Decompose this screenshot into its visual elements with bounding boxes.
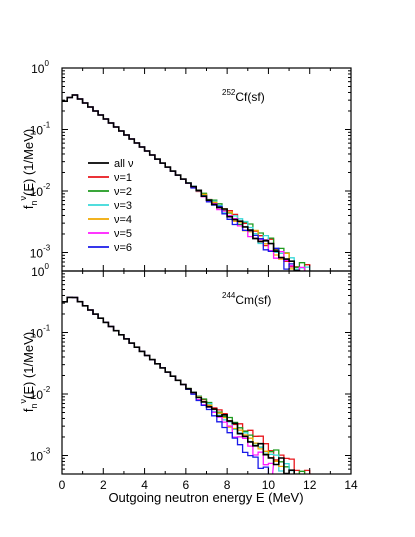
ylabel-top-main: f xyxy=(21,205,36,209)
xtick-label: 10 xyxy=(262,478,276,492)
ytick-label-base: 10 xyxy=(30,326,44,340)
ylabel-bottom-sup: ν xyxy=(18,399,28,404)
legend-label: ν=2 xyxy=(114,186,132,198)
series-line xyxy=(62,296,275,474)
ylabel-top-sub: n xyxy=(29,201,39,206)
annotation-top-base: Cf(sf) xyxy=(235,90,264,104)
xticks-top xyxy=(61,68,352,271)
xtick-label: 4 xyxy=(141,478,148,492)
legend-label: ν=5 xyxy=(114,228,132,240)
xtick-label: 14 xyxy=(344,478,358,492)
xtick-label: 8 xyxy=(224,478,231,492)
ytick-label-exp: 0 xyxy=(44,262,49,271)
series-line xyxy=(62,94,339,271)
legend-label: ν=4 xyxy=(114,214,132,226)
ytick-label-exp: -2 xyxy=(43,385,51,394)
ytick-label-exp: -3 xyxy=(43,446,51,455)
xtick-label: 6 xyxy=(183,478,190,492)
ylabel-top-rest: (E) (1/MeV) xyxy=(21,129,36,196)
legend-label: all ν xyxy=(114,158,134,170)
ytick-label-base: 10 xyxy=(31,62,45,76)
annotation-bottom-base: Cm(sf) xyxy=(235,293,271,307)
ytick-label: 10-2 xyxy=(30,182,51,199)
legend-label: ν=3 xyxy=(114,200,132,212)
legend-label: ν=6 xyxy=(114,242,132,254)
ylabel-bottom-sub: n xyxy=(29,404,39,409)
series-line xyxy=(62,296,290,474)
annotation-bottom-sup: 244 xyxy=(222,291,236,300)
svg-text:fnν(E) (1/MeV): fnν(E) (1/MeV) xyxy=(18,332,39,412)
annotation-bottom: 244Cm(sf) xyxy=(222,291,271,307)
ytick-label-exp: 0 xyxy=(44,59,49,68)
ytick-label-base: 10 xyxy=(30,123,44,137)
ylabel-top: fnν(E) (1/MeV) xyxy=(18,129,39,209)
ytick-label-base: 10 xyxy=(31,265,45,279)
ytick-label-base: 10 xyxy=(30,185,44,199)
xtick-label: 2 xyxy=(100,478,107,492)
x-axis-label: Outgoing neutron energy E (MeV) xyxy=(108,490,303,505)
xtick-label: 12 xyxy=(303,478,317,492)
series-line xyxy=(62,296,332,474)
yticks-top xyxy=(62,67,351,272)
ytick-label-exp: -1 xyxy=(43,323,51,332)
plot-frame-bottom xyxy=(61,270,352,475)
ytick-label: 10-1 xyxy=(30,323,51,340)
ytick-label: 10-2 xyxy=(30,385,51,402)
ylabel-bottom-rest: (E) (1/MeV) xyxy=(21,332,36,399)
ytick-label-exp: -2 xyxy=(43,182,51,191)
ytick-label: 100 xyxy=(31,262,49,279)
ylabel-top-sup: ν xyxy=(18,196,28,201)
legend-label: ν=1 xyxy=(114,172,132,184)
series-line xyxy=(62,296,324,474)
annotation-top: 252Cf(sf) xyxy=(222,88,265,104)
ytick-label: 10-3 xyxy=(30,446,51,463)
ytick-label-exp: -3 xyxy=(43,243,51,252)
yticks-bottom xyxy=(62,270,351,475)
ylabel-bottom: fnν(E) (1/MeV) xyxy=(18,332,39,412)
ylabel-bottom-main: f xyxy=(21,408,36,412)
annotation-top-sup: 252 xyxy=(222,88,236,97)
series-group-bottom xyxy=(62,296,332,474)
ytick-label-base: 10 xyxy=(30,449,44,463)
ytick-label-base: 10 xyxy=(30,388,44,402)
series-group-top xyxy=(62,94,339,271)
ytick-label-base: 10 xyxy=(30,246,44,260)
ytick-label: 100 xyxy=(31,59,49,76)
ytick-label: 10-3 xyxy=(30,243,51,260)
ytick-label: 10-1 xyxy=(30,120,51,137)
xtick-labels: 0 2 4 6 8 10 12 14 xyxy=(59,478,358,492)
legend: all ν ν=1 ν=2 ν=3 ν=4 ν=5 ν=6 xyxy=(88,158,134,254)
ytick-label-exp: -1 xyxy=(43,120,51,129)
svg-text:fnν(E) (1/MeV): fnν(E) (1/MeV) xyxy=(18,129,39,209)
xticks-bottom xyxy=(61,271,352,474)
series-line xyxy=(62,296,270,474)
plot-frame-top xyxy=(61,67,352,272)
xtick-label: 0 xyxy=(59,478,66,492)
